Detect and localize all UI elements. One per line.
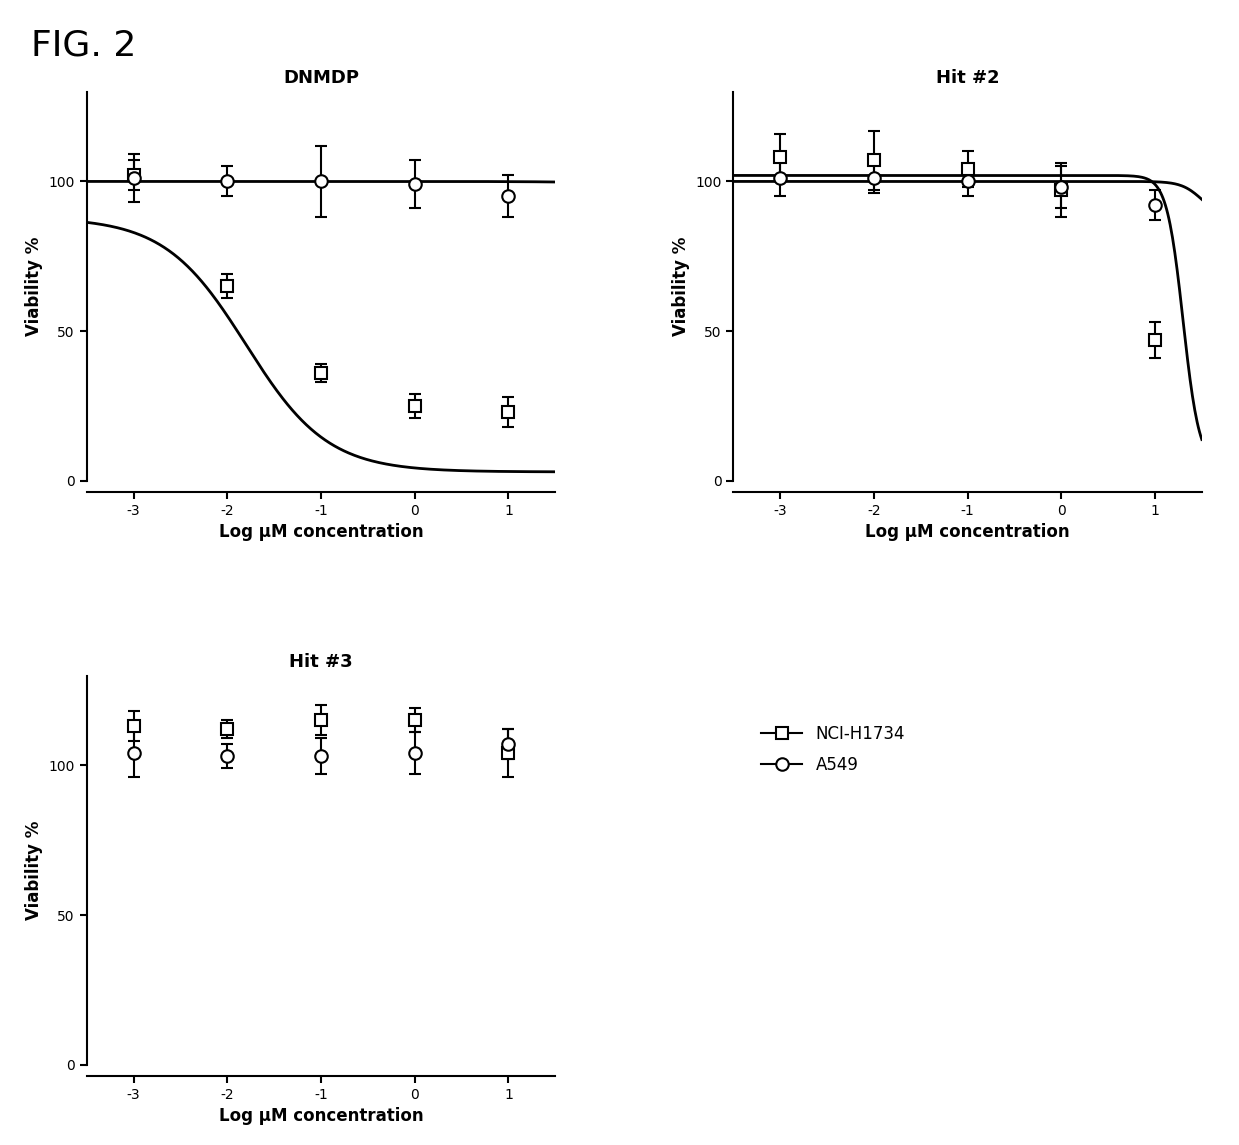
Y-axis label: Viability %: Viability % — [25, 821, 43, 919]
Y-axis label: Viability %: Viability % — [672, 237, 690, 335]
Text: FIG. 2: FIG. 2 — [31, 29, 136, 63]
X-axis label: Log μM concentration: Log μM concentration — [865, 523, 1070, 542]
Title: Hit #2: Hit #2 — [935, 69, 1000, 87]
X-axis label: Log μM concentration: Log μM concentration — [218, 1107, 424, 1126]
Y-axis label: Viability %: Viability % — [25, 237, 43, 335]
X-axis label: Log μM concentration: Log μM concentration — [218, 523, 424, 542]
Legend: NCI-H1734, A549: NCI-H1734, A549 — [755, 718, 912, 781]
Title: Hit #3: Hit #3 — [289, 653, 353, 671]
Title: DNMDP: DNMDP — [282, 69, 359, 87]
